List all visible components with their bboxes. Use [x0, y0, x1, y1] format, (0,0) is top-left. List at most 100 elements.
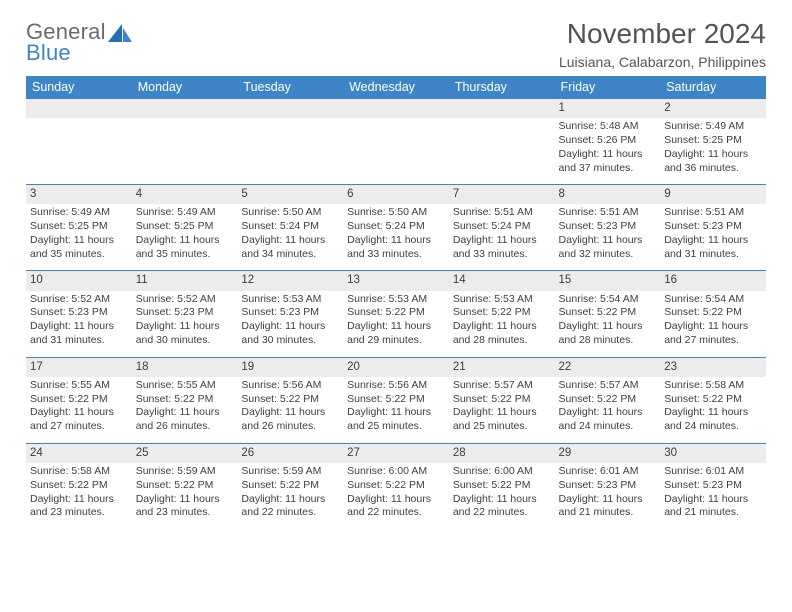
daylight-line-2: and 31 minutes.: [664, 248, 762, 262]
calendar-row: 17Sunrise: 5:55 AMSunset: 5:22 PMDayligh…: [26, 357, 766, 443]
day-number: 9: [660, 185, 766, 204]
calendar-row: 3Sunrise: 5:49 AMSunset: 5:25 PMDaylight…: [26, 185, 766, 271]
day-number: 26: [237, 444, 343, 463]
day-number: 14: [449, 271, 555, 290]
day-number: 24: [26, 444, 132, 463]
day-body: Sunrise: 5:55 AMSunset: 5:22 PMDaylight:…: [26, 377, 132, 443]
sunrise-line: Sunrise: 5:48 AM: [559, 120, 657, 134]
sunset-line: Sunset: 5:23 PM: [664, 479, 762, 493]
daylight-line-2: and 32 minutes.: [559, 248, 657, 262]
calendar-cell: 1Sunrise: 5:48 AMSunset: 5:26 PMDaylight…: [555, 99, 661, 185]
day-body: [449, 118, 555, 184]
sunset-line: Sunset: 5:23 PM: [559, 220, 657, 234]
sunset-line: Sunset: 5:25 PM: [136, 220, 234, 234]
calendar-cell: 26Sunrise: 5:59 AMSunset: 5:22 PMDayligh…: [237, 443, 343, 529]
sunset-line: Sunset: 5:23 PM: [30, 306, 128, 320]
sunset-line: Sunset: 5:22 PM: [30, 393, 128, 407]
day-number: 7: [449, 185, 555, 204]
daylight-line-2: and 22 minutes.: [453, 506, 551, 520]
sunrise-line: Sunrise: 5:59 AM: [136, 465, 234, 479]
calendar-cell: [132, 99, 238, 185]
calendar-cell: 12Sunrise: 5:53 AMSunset: 5:23 PMDayligh…: [237, 271, 343, 357]
daylight-line-1: Daylight: 11 hours: [664, 406, 762, 420]
day-number: 22: [555, 358, 661, 377]
daylight-line-2: and 21 minutes.: [664, 506, 762, 520]
sunrise-line: Sunrise: 5:53 AM: [241, 293, 339, 307]
daylight-line-2: and 36 minutes.: [664, 162, 762, 176]
day-number: 16: [660, 271, 766, 290]
day-body: Sunrise: 5:56 AMSunset: 5:22 PMDaylight:…: [343, 377, 449, 443]
day-body: Sunrise: 5:49 AMSunset: 5:25 PMDaylight:…: [26, 204, 132, 270]
day-body: [343, 118, 449, 184]
daylight-line-1: Daylight: 11 hours: [241, 406, 339, 420]
daylight-line-2: and 26 minutes.: [136, 420, 234, 434]
daylight-line-1: Daylight: 11 hours: [559, 406, 657, 420]
day-body: Sunrise: 5:53 AMSunset: 5:23 PMDaylight:…: [237, 291, 343, 357]
page-title: November 2024: [559, 18, 766, 50]
day-number: [132, 99, 238, 118]
daylight-line-1: Daylight: 11 hours: [664, 234, 762, 248]
weekday-header: Friday: [555, 76, 661, 99]
daylight-line-1: Daylight: 11 hours: [347, 320, 445, 334]
sunrise-line: Sunrise: 5:53 AM: [347, 293, 445, 307]
sunrise-line: Sunrise: 5:55 AM: [136, 379, 234, 393]
weekday-header: Saturday: [660, 76, 766, 99]
logo-text: General Blue: [26, 20, 106, 64]
sunset-line: Sunset: 5:22 PM: [347, 306, 445, 320]
daylight-line-1: Daylight: 11 hours: [347, 493, 445, 507]
day-number: 3: [26, 185, 132, 204]
daylight-line-2: and 35 minutes.: [30, 248, 128, 262]
calendar-row: 10Sunrise: 5:52 AMSunset: 5:23 PMDayligh…: [26, 271, 766, 357]
calendar-row: 1Sunrise: 5:48 AMSunset: 5:26 PMDaylight…: [26, 99, 766, 185]
daylight-line-1: Daylight: 11 hours: [453, 320, 551, 334]
day-number: 15: [555, 271, 661, 290]
calendar-cell: [237, 99, 343, 185]
day-number: 10: [26, 271, 132, 290]
calendar-cell: 28Sunrise: 6:00 AMSunset: 5:22 PMDayligh…: [449, 443, 555, 529]
sunset-line: Sunset: 5:22 PM: [241, 479, 339, 493]
logo: General Blue: [26, 18, 134, 64]
daylight-line-2: and 30 minutes.: [241, 334, 339, 348]
calendar-row: 24Sunrise: 5:58 AMSunset: 5:22 PMDayligh…: [26, 443, 766, 529]
daylight-line-1: Daylight: 11 hours: [136, 406, 234, 420]
day-number: 13: [343, 271, 449, 290]
day-body: Sunrise: 5:57 AMSunset: 5:22 PMDaylight:…: [555, 377, 661, 443]
weekday-header: Sunday: [26, 76, 132, 99]
daylight-line-1: Daylight: 11 hours: [664, 320, 762, 334]
calendar-cell: 24Sunrise: 5:58 AMSunset: 5:22 PMDayligh…: [26, 443, 132, 529]
sunrise-line: Sunrise: 6:00 AM: [453, 465, 551, 479]
day-number: 20: [343, 358, 449, 377]
daylight-line-2: and 28 minutes.: [453, 334, 551, 348]
day-number: 21: [449, 358, 555, 377]
logo-word-2: Blue: [26, 41, 106, 64]
day-number: 12: [237, 271, 343, 290]
day-body: Sunrise: 6:00 AMSunset: 5:22 PMDaylight:…: [343, 463, 449, 529]
day-number: [449, 99, 555, 118]
weekday-header: Wednesday: [343, 76, 449, 99]
sunset-line: Sunset: 5:22 PM: [664, 306, 762, 320]
day-body: Sunrise: 6:00 AMSunset: 5:22 PMDaylight:…: [449, 463, 555, 529]
day-number: 8: [555, 185, 661, 204]
day-number: 17: [26, 358, 132, 377]
day-body: Sunrise: 5:50 AMSunset: 5:24 PMDaylight:…: [237, 204, 343, 270]
daylight-line-2: and 30 minutes.: [136, 334, 234, 348]
sunrise-line: Sunrise: 5:57 AM: [453, 379, 551, 393]
sunrise-line: Sunrise: 5:51 AM: [453, 206, 551, 220]
day-number: 11: [132, 271, 238, 290]
daylight-line-2: and 33 minutes.: [453, 248, 551, 262]
day-body: Sunrise: 6:01 AMSunset: 5:23 PMDaylight:…: [555, 463, 661, 529]
daylight-line-1: Daylight: 11 hours: [559, 493, 657, 507]
day-body: [132, 118, 238, 184]
sunrise-line: Sunrise: 5:50 AM: [347, 206, 445, 220]
daylight-line-2: and 29 minutes.: [347, 334, 445, 348]
day-body: Sunrise: 5:51 AMSunset: 5:23 PMDaylight:…: [555, 204, 661, 270]
daylight-line-1: Daylight: 11 hours: [453, 406, 551, 420]
daylight-line-1: Daylight: 11 hours: [559, 234, 657, 248]
sunset-line: Sunset: 5:23 PM: [241, 306, 339, 320]
sunset-line: Sunset: 5:23 PM: [136, 306, 234, 320]
sunrise-line: Sunrise: 5:50 AM: [241, 206, 339, 220]
daylight-line-2: and 28 minutes.: [559, 334, 657, 348]
calendar-cell: 5Sunrise: 5:50 AMSunset: 5:24 PMDaylight…: [237, 185, 343, 271]
title-block: November 2024 Luisiana, Calabarzon, Phil…: [559, 18, 766, 70]
day-body: Sunrise: 5:52 AMSunset: 5:23 PMDaylight:…: [26, 291, 132, 357]
